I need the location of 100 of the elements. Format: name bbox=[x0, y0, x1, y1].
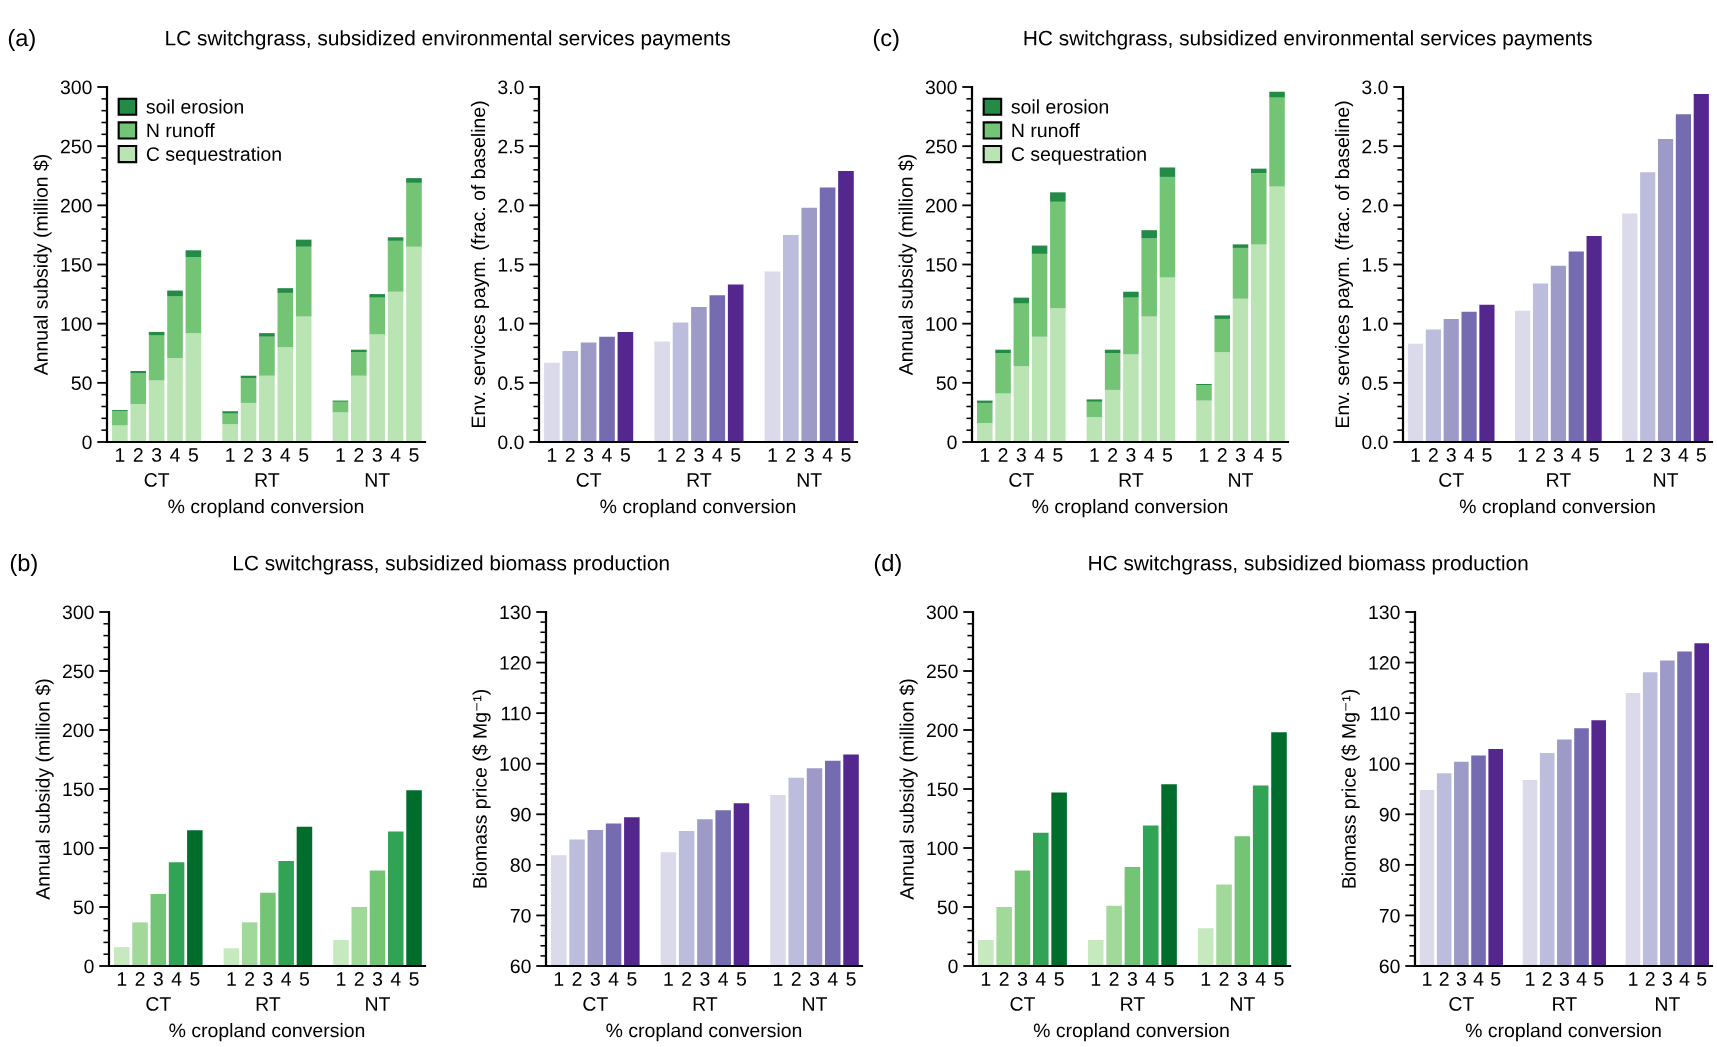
x-tick-label: 3 bbox=[372, 972, 383, 986]
bar bbox=[1407, 343, 1424, 442]
y-tick-label: 100 bbox=[61, 317, 92, 331]
y-axis-title: Env. services paym. (frac. of baseline) bbox=[1334, 101, 1354, 427]
x-tick-label: 1 bbox=[226, 448, 235, 462]
bar bbox=[1443, 318, 1459, 442]
x-tick-label: 4 bbox=[1144, 448, 1155, 462]
bar bbox=[112, 425, 128, 442]
bar bbox=[1141, 316, 1157, 442]
x-tick-label: 4 bbox=[1034, 448, 1045, 462]
bar bbox=[1693, 94, 1709, 442]
y-tick-label: 0.5 bbox=[498, 376, 524, 391]
x-tick-label: 4 bbox=[1145, 972, 1156, 986]
bar bbox=[1142, 825, 1159, 966]
bar bbox=[185, 333, 202, 442]
bar bbox=[278, 860, 294, 966]
text: RT bbox=[1547, 473, 1571, 487]
x-tick-label: 2 bbox=[354, 448, 364, 462]
y-tick-label: 300 bbox=[60, 80, 92, 95]
y-tick-label: 2.0 bbox=[1362, 198, 1388, 213]
text: RT bbox=[256, 997, 281, 1011]
x-tick-label: 5 bbox=[188, 448, 198, 462]
x-tick-label: 1 bbox=[337, 972, 346, 986]
x-axis-title: % cropland conversion bbox=[1033, 1023, 1229, 1042]
bar bbox=[130, 404, 147, 442]
bar bbox=[260, 892, 276, 966]
bar bbox=[148, 380, 165, 442]
text: CT bbox=[1449, 997, 1474, 1011]
x-tick-label: 3 bbox=[1016, 448, 1026, 462]
bar bbox=[406, 790, 422, 966]
x-tick-label: 2 bbox=[135, 972, 145, 986]
x-tick-label: 1 bbox=[981, 972, 991, 986]
y-tick-label: 100 bbox=[927, 841, 958, 856]
x-tick-label: 3 bbox=[1017, 972, 1028, 986]
bar bbox=[332, 401, 349, 413]
bar bbox=[1251, 244, 1267, 442]
bar bbox=[977, 423, 993, 442]
bar bbox=[672, 322, 689, 442]
bar bbox=[1051, 792, 1067, 966]
bar bbox=[1232, 298, 1249, 442]
x-tick-label: 2 bbox=[244, 448, 253, 462]
x-tick-label: 5 bbox=[1589, 448, 1599, 462]
bar bbox=[1050, 308, 1066, 442]
x-tick-label: 3 bbox=[1127, 972, 1137, 986]
x-tick-label: 1 bbox=[1411, 448, 1420, 462]
y-tick-label: 250 bbox=[60, 139, 92, 154]
x-tick-label: 5 bbox=[409, 448, 419, 462]
text: NT bbox=[365, 473, 390, 487]
x-tick-label: 3 bbox=[1235, 448, 1246, 462]
y-axis-title: Annual subsidy (million $) bbox=[33, 154, 52, 376]
bar bbox=[406, 246, 422, 442]
bar bbox=[369, 334, 386, 442]
bar bbox=[295, 239, 312, 247]
y-tick-label: 60 bbox=[510, 959, 531, 974]
bar bbox=[1159, 176, 1176, 278]
x-tick-label: 5 bbox=[1164, 972, 1174, 986]
bar bbox=[1087, 940, 1104, 966]
bar bbox=[1232, 247, 1249, 299]
x-tick-label: 4 bbox=[281, 972, 292, 986]
y-tick-label: 1.5 bbox=[498, 258, 524, 272]
y-tick-label: 300 bbox=[926, 605, 958, 620]
bar bbox=[1104, 389, 1121, 442]
x-tick-label: 2 bbox=[999, 972, 1009, 986]
bar bbox=[709, 295, 726, 442]
bar bbox=[387, 237, 404, 241]
bar bbox=[222, 411, 238, 414]
bar bbox=[996, 907, 1012, 966]
x-tick-label: 1 bbox=[768, 448, 777, 462]
y-tick-label: 150 bbox=[63, 782, 94, 797]
x-tick-label: 1 bbox=[117, 972, 127, 986]
x-tick-label: 2 bbox=[682, 972, 692, 986]
bar bbox=[1159, 277, 1176, 442]
bar bbox=[1196, 385, 1212, 401]
x-tick-label: 4 bbox=[1473, 972, 1484, 986]
y-tick-label: 250 bbox=[62, 664, 94, 679]
chart-title: LC switchgrass, subsidized biomass production bbox=[234, 555, 669, 575]
x-tick-label: 2 bbox=[572, 972, 582, 986]
x-tick-label: 3 bbox=[1559, 972, 1569, 986]
y-tick-label: 80 bbox=[510, 858, 531, 873]
text: NT bbox=[1229, 473, 1254, 487]
text: CT bbox=[1439, 473, 1464, 487]
bar bbox=[977, 402, 993, 424]
x-tick-label: 2 bbox=[998, 448, 1008, 462]
bar bbox=[599, 336, 615, 442]
x-axis-title: % cropland conversion bbox=[600, 499, 796, 518]
bar bbox=[351, 907, 368, 966]
x-tick-label: 3 bbox=[804, 448, 814, 462]
text: (d) bbox=[874, 553, 901, 576]
x-tick-label: 5 bbox=[1696, 448, 1706, 462]
x-tick-label: 2 bbox=[676, 448, 685, 462]
x-tick-label: 2 bbox=[1219, 972, 1229, 986]
bar bbox=[1123, 291, 1139, 298]
y-axis-title: Env. services paym. (frac. of baseline) bbox=[470, 101, 490, 427]
text: NT bbox=[1654, 473, 1679, 487]
bar bbox=[1657, 139, 1674, 442]
y-axis-title: Annual subsidy (million $) bbox=[898, 154, 917, 376]
x-tick-label: 4 bbox=[822, 448, 833, 462]
y-tick-label: 2.5 bbox=[1362, 139, 1388, 154]
x-tick-label: 1 bbox=[1090, 448, 1099, 462]
x-tick-label: 4 bbox=[390, 972, 401, 986]
